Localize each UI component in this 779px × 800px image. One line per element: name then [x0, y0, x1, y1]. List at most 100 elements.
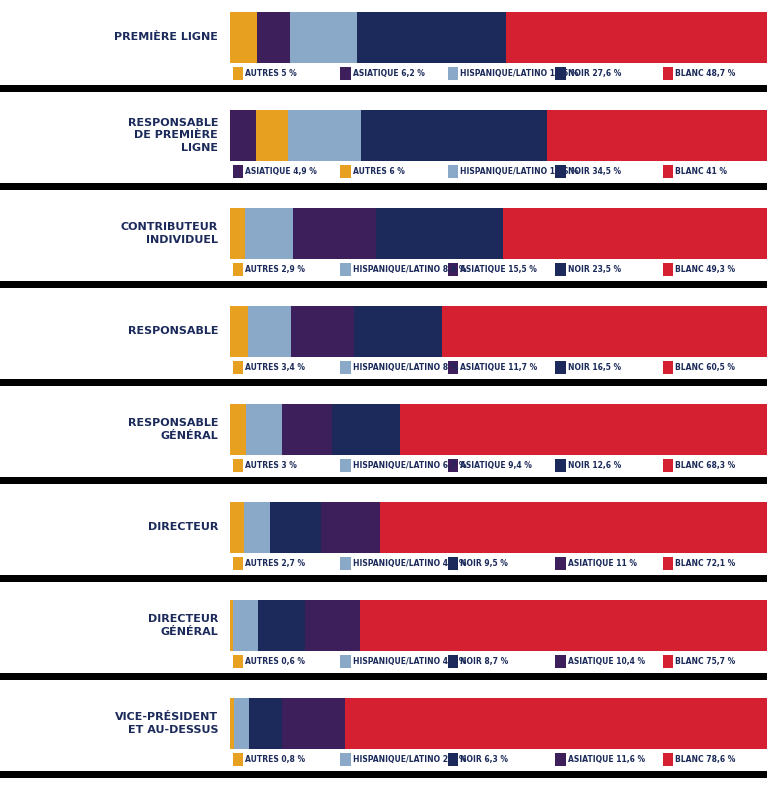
Bar	[230, 404, 767, 455]
Bar	[230, 306, 767, 357]
Bar	[448, 558, 458, 570]
Bar	[230, 161, 767, 182]
Text: BLANC 60,5 %: BLANC 60,5 %	[675, 363, 735, 372]
Bar	[230, 574, 767, 582]
Bar	[0, 378, 230, 386]
Bar	[448, 263, 458, 276]
Bar	[555, 67, 566, 80]
Bar	[230, 182, 767, 190]
Text: NOIR 6,3 %: NOIR 6,3 %	[460, 755, 509, 764]
Text: VICE-PRÉSIDENT
ET AU-DESSUS: VICE-PRÉSIDENT ET AU-DESSUS	[115, 712, 218, 734]
Bar	[354, 306, 442, 357]
Bar	[358, 12, 506, 63]
Text: ASIATIQUE 4,9 %: ASIATIQUE 4,9 %	[245, 167, 317, 176]
Bar	[230, 208, 767, 259]
Text: BLANC 48,7 %: BLANC 48,7 %	[675, 70, 736, 78]
Text: NOIR 8,7 %: NOIR 8,7 %	[460, 658, 509, 666]
Bar	[663, 558, 673, 570]
Bar	[340, 558, 351, 570]
Text: AUTRES 3,4 %: AUTRES 3,4 %	[245, 363, 305, 372]
Bar	[233, 655, 243, 668]
Text: AUTRES 2,7 %: AUTRES 2,7 %	[245, 559, 305, 568]
Text: BLANC 78,6 %: BLANC 78,6 %	[675, 755, 736, 764]
Bar	[230, 208, 245, 259]
Text: ASIATIQUE 11,6 %: ASIATIQUE 11,6 %	[568, 755, 645, 764]
Bar	[245, 208, 293, 259]
Text: BLANC 68,3 %: BLANC 68,3 %	[675, 462, 735, 470]
Text: HISPANIQUE/LATINO 2,7 %: HISPANIQUE/LATINO 2,7 %	[353, 755, 467, 764]
Bar	[230, 12, 767, 63]
Text: RESPONSABLE
DE PREMIÈRE
LIGNE: RESPONSABLE DE PREMIÈRE LIGNE	[128, 118, 218, 153]
Bar	[230, 63, 767, 85]
Bar	[230, 477, 767, 484]
Bar	[230, 749, 767, 770]
Bar	[0, 574, 230, 582]
Text: BLANC 41 %: BLANC 41 %	[675, 167, 728, 176]
Bar	[340, 166, 351, 178]
Bar	[506, 12, 767, 63]
Text: BLANC 49,3 %: BLANC 49,3 %	[675, 266, 735, 274]
Bar	[555, 459, 566, 472]
Text: ASIATIQUE 11 %: ASIATIQUE 11 %	[568, 559, 637, 568]
Bar	[0, 281, 230, 288]
Text: HISPANIQUE/LATINO 13,6 %: HISPANIQUE/LATINO 13,6 %	[460, 167, 579, 176]
Bar	[230, 281, 767, 288]
Bar	[663, 263, 673, 276]
Bar	[340, 67, 351, 80]
Bar	[230, 12, 256, 63]
Bar	[288, 110, 361, 161]
Bar	[230, 455, 767, 477]
Bar	[448, 459, 458, 472]
Bar	[291, 306, 354, 357]
Text: CONTRIBUTEUR
INDIVIDUEL: CONTRIBUTEUR INDIVIDUEL	[121, 222, 218, 245]
Bar	[230, 357, 767, 378]
Text: AUTRES 3 %: AUTRES 3 %	[245, 462, 298, 470]
Bar	[230, 651, 767, 673]
Text: HISPANIQUE/LATINO 8 %: HISPANIQUE/LATINO 8 %	[353, 363, 458, 372]
Bar	[283, 698, 345, 749]
Text: AUTRES 2,9 %: AUTRES 2,9 %	[245, 266, 305, 274]
Text: BLANC 72,1 %: BLANC 72,1 %	[675, 559, 735, 568]
Text: RESPONSABLE
GÉNÉRAL: RESPONSABLE GÉNÉRAL	[128, 418, 218, 441]
Bar	[249, 698, 283, 749]
Bar	[233, 600, 258, 651]
Text: HISPANIQUE/LATINO 8,9 %: HISPANIQUE/LATINO 8,9 %	[353, 266, 467, 274]
Text: ASIATIQUE 9,4 %: ASIATIQUE 9,4 %	[460, 462, 532, 470]
Bar	[245, 502, 270, 553]
Bar	[233, 459, 243, 472]
Bar	[0, 770, 230, 778]
Bar	[230, 698, 767, 749]
Bar	[230, 378, 767, 386]
Bar	[448, 362, 458, 374]
Bar	[230, 553, 767, 574]
Bar	[0, 182, 230, 190]
Bar	[340, 362, 351, 374]
Bar	[233, 67, 243, 80]
Bar	[233, 754, 243, 766]
Bar	[230, 600, 233, 651]
Bar	[233, 362, 243, 374]
Bar	[340, 754, 351, 766]
Bar	[333, 404, 400, 455]
Text: PREMIÈRE LIGNE: PREMIÈRE LIGNE	[115, 33, 218, 42]
Bar	[448, 166, 458, 178]
Bar	[230, 770, 767, 778]
Bar	[663, 166, 673, 178]
Text: ASIATIQUE 15,5 %: ASIATIQUE 15,5 %	[460, 266, 538, 274]
Bar	[233, 263, 243, 276]
Text: AUTRES 6 %: AUTRES 6 %	[353, 167, 405, 176]
Text: DIRECTEUR
GÉNÉRAL: DIRECTEUR GÉNÉRAL	[148, 614, 218, 637]
Bar	[376, 208, 502, 259]
Bar	[230, 306, 248, 357]
Bar	[345, 698, 767, 749]
Text: NOIR 27,6 %: NOIR 27,6 %	[568, 70, 622, 78]
Bar	[0, 673, 230, 680]
Bar	[230, 259, 767, 281]
Text: HISPANIQUE/LATINO 6,7 %: HISPANIQUE/LATINO 6,7 %	[353, 462, 467, 470]
Bar	[555, 166, 566, 178]
Text: NOIR 12,6 %: NOIR 12,6 %	[568, 462, 621, 470]
Text: AUTRES 0,6 %: AUTRES 0,6 %	[245, 658, 305, 666]
Bar	[340, 655, 351, 668]
Bar	[282, 404, 333, 455]
Bar	[233, 558, 243, 570]
